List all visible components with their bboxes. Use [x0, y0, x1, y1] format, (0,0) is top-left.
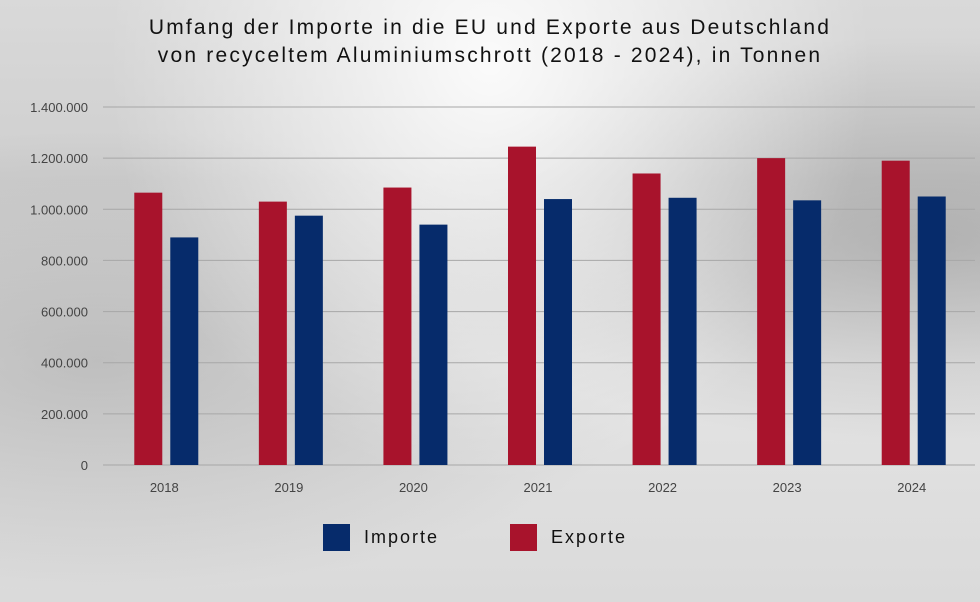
- legend-swatch-importe: [323, 524, 350, 551]
- bar-importe-2022: [668, 197, 697, 465]
- x-tick-label: 2020: [399, 480, 428, 495]
- chart-title-line-2: von recyceltem Aluminiumschrott (2018 - …: [157, 44, 823, 67]
- x-tick-label: 2021: [524, 480, 553, 495]
- bar-importe-2020: [419, 224, 448, 465]
- bar-exporte-2020: [383, 187, 412, 466]
- bar-exporte-2023: [757, 158, 786, 465]
- x-tick-label: 2023: [773, 480, 802, 495]
- chart-legend: Importe Exporte: [0, 524, 980, 554]
- y-tick-label: 0: [81, 458, 88, 473]
- bar-exporte-2021: [508, 146, 536, 465]
- x-tick-label: 2018: [150, 480, 179, 495]
- legend-item-exporte: Exporte: [510, 524, 627, 551]
- y-tick-label: 600.000: [41, 305, 88, 320]
- y-tick-label: 1.200.000: [30, 151, 88, 166]
- y-tick-label: 400.000: [41, 356, 88, 371]
- bar-importe-2018: [170, 237, 199, 465]
- y-tick-label: 1.400.000: [30, 100, 88, 115]
- x-tick-label: 2019: [274, 480, 303, 495]
- bar-importe-2019: [294, 215, 323, 465]
- legend-swatch-exporte: [510, 524, 537, 551]
- bar-importe-2024: [917, 196, 946, 465]
- bar-exporte-2018: [134, 192, 163, 465]
- chart-title: Umfang der Importe in die EU und Exporte…: [0, 14, 980, 70]
- y-tick-label: 800.000: [41, 253, 88, 268]
- legend-item-importe: Importe: [323, 524, 439, 551]
- legend-label-importe: Importe: [364, 527, 440, 547]
- bar-exporte-2019: [258, 201, 287, 465]
- bar-exporte-2024: [881, 160, 910, 465]
- bar-exporte-2022: [632, 173, 661, 465]
- legend-label-exporte: Exporte: [551, 527, 628, 547]
- y-tick-label: 200.000: [41, 407, 88, 422]
- chart-title-line-1: Umfang der Importe in die EU und Exporte…: [148, 16, 832, 39]
- x-tick-label: 2022: [648, 480, 677, 495]
- y-tick-label: 1.000.000: [30, 202, 88, 217]
- bar-importe-2023: [793, 200, 822, 466]
- bar-importe-2021: [544, 199, 572, 466]
- x-tick-label: 2024: [897, 480, 926, 495]
